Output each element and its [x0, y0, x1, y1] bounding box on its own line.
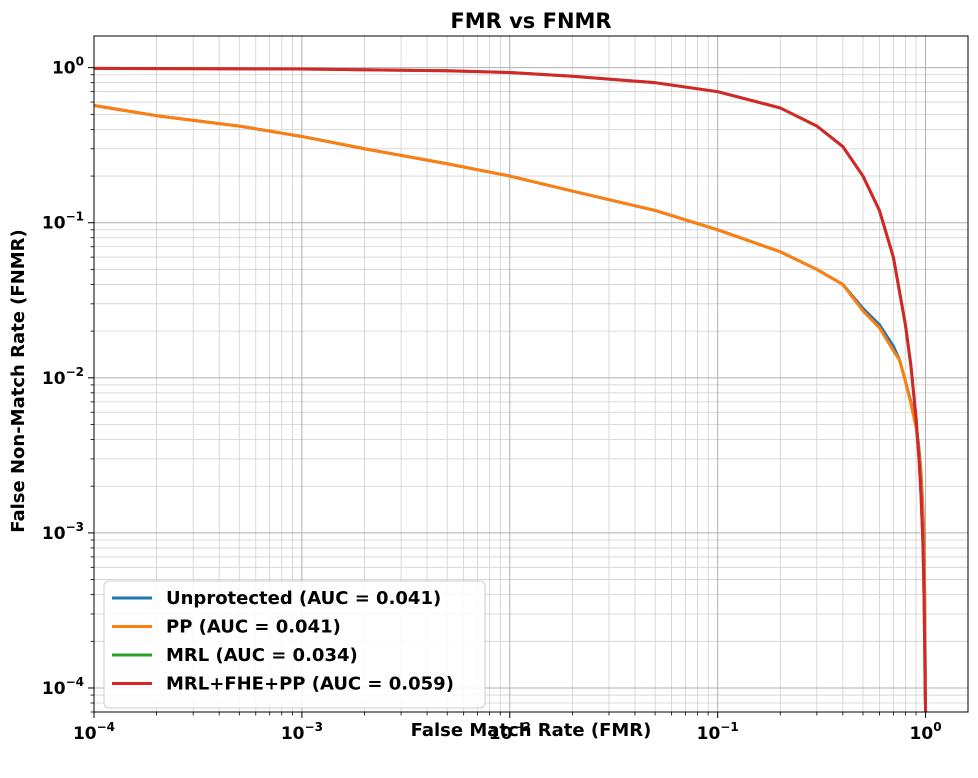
x-tick-label: 10−3	[281, 720, 323, 744]
chart-title: FMR vs FNMR	[450, 9, 611, 33]
legend-box	[103, 580, 486, 709]
x-axis-label: False Match Rate (FMR)	[411, 720, 652, 741]
x-tick-label-base: 10	[697, 724, 721, 744]
legend-label: MRL (AUC = 0.034)	[166, 645, 358, 666]
y-tick-label-exponent: −3	[66, 520, 84, 534]
y-tick-label: 10−4	[42, 675, 84, 699]
y-tick-label: 10−2	[42, 365, 84, 389]
y-tick-label-base: 10	[42, 679, 66, 699]
x-tick-label-exponent: −1	[720, 720, 738, 734]
x-tick-label-base: 10	[489, 724, 513, 744]
y-tick-label-base: 10	[52, 59, 76, 79]
series-line-4	[94, 66, 928, 712]
y-tick-label-exponent: −4	[66, 675, 84, 689]
plot-frame	[93, 35, 969, 713]
y-tick-label-base: 10	[42, 524, 66, 544]
x-tick-label-exponent: 0	[933, 720, 941, 734]
legend-label: Unprotected (AUC = 0.041)	[166, 588, 441, 609]
series-layer	[94, 66, 928, 712]
x-tick-label: 100	[910, 720, 942, 744]
y-tick-label: 10−1	[42, 210, 84, 234]
y-tick-label-exponent: −2	[66, 365, 84, 379]
x-tick-label-exponent: −3	[305, 720, 323, 734]
x-tick-label-exponent: −4	[97, 720, 115, 734]
x-tick-label-exponent: −2	[512, 720, 530, 734]
legend-label: PP (AUC = 0.041)	[166, 617, 341, 638]
y-tick-label-base: 10	[42, 214, 66, 234]
legend-label: MRL+FHE+PP (AUC = 0.059)	[166, 674, 454, 695]
x-axis-ticks: 10−4 10−3 10−2 10−1 100	[73, 712, 942, 744]
y-tick-label-exponent: 0	[76, 55, 84, 69]
y-tick-label: 10−3	[42, 520, 84, 544]
x-tick-label-base: 10	[73, 724, 97, 744]
y-tick-label-exponent: −1	[66, 210, 84, 224]
x-tick-label: 10−4	[73, 720, 115, 744]
legend: Unprotected (AUC = 0.041) PP (AUC = 0.041…	[103, 580, 486, 709]
x-tick-label: 10−2	[489, 720, 531, 744]
legend-items: Unprotected (AUC = 0.041) PP (AUC = 0.041…	[112, 588, 454, 695]
x-tick-label: 10−1	[697, 720, 739, 744]
x-tick-label-base: 10	[281, 724, 305, 744]
y-tick-label: 100	[52, 55, 84, 79]
y-axis-label: False Non-Match Rate (FNMR)	[8, 229, 29, 533]
y-tick-label-base: 10	[42, 369, 66, 389]
x-tick-label-base: 10	[910, 724, 934, 744]
